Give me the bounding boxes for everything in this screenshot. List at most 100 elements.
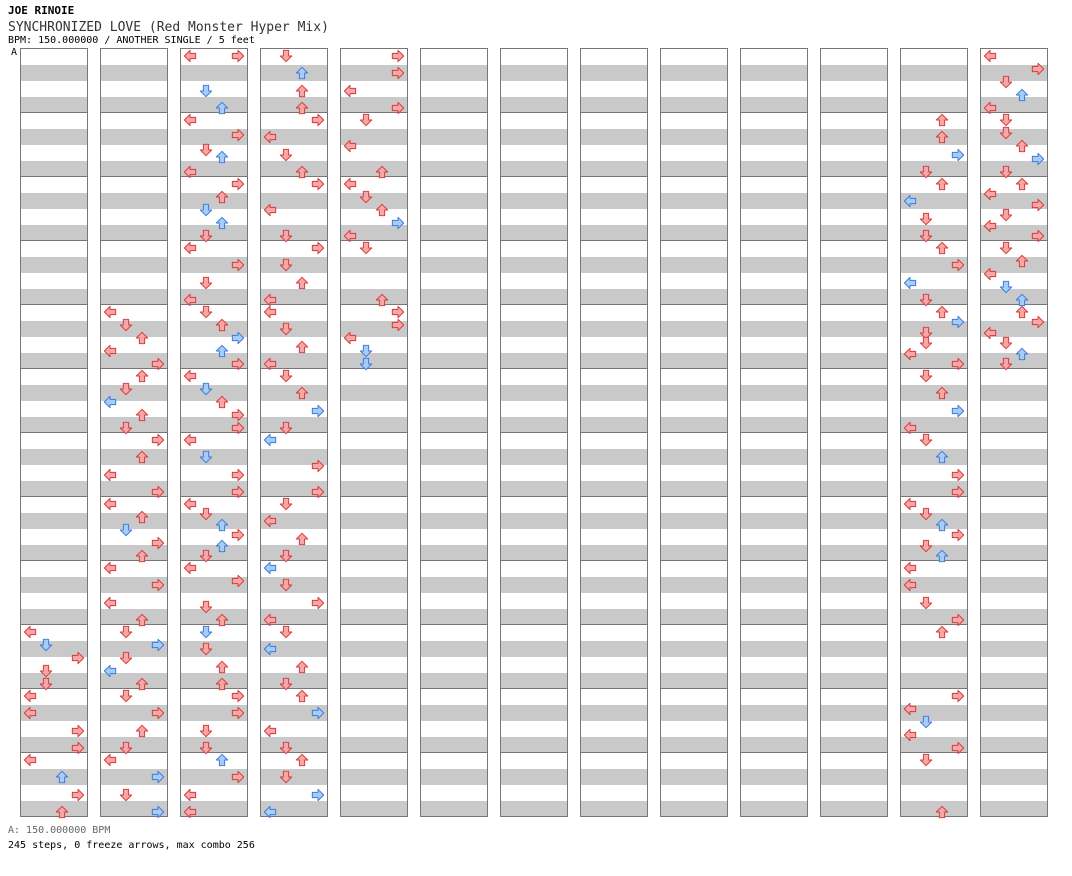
measure-box (900, 112, 968, 177)
arrow-right-icon (311, 596, 325, 610)
arrow-left-icon (23, 625, 37, 639)
measure-box (340, 432, 408, 497)
arrow-up-icon (215, 344, 229, 358)
arrow-left-icon (103, 497, 117, 511)
measure-box (500, 432, 568, 497)
measure-box (100, 752, 168, 817)
arrow-up-icon (935, 113, 949, 127)
arrow-down-icon (199, 84, 213, 98)
arrow-left-icon (23, 753, 37, 767)
arrow-down-icon (39, 677, 53, 691)
arrow-down-icon (199, 276, 213, 290)
measure-box (740, 48, 808, 113)
measure-box (180, 752, 248, 817)
measure-box (420, 112, 488, 177)
arrow-down-icon (199, 642, 213, 656)
chart-column (260, 48, 328, 819)
arrow-down-icon (919, 293, 933, 307)
arrow-up-icon (375, 203, 389, 217)
arrow-left-icon (903, 194, 917, 208)
arrow-left-icon (103, 561, 117, 575)
arrow-down-icon (199, 741, 213, 755)
arrow-left-icon (183, 433, 197, 447)
arrow-left-icon (263, 561, 277, 575)
chart-column (20, 48, 88, 819)
measure-box (180, 624, 248, 689)
arrow-left-icon (263, 130, 277, 144)
measure-box (980, 560, 1048, 625)
arrow-right-icon (951, 485, 965, 499)
measure-box (900, 304, 968, 369)
arrow-up-icon (935, 518, 949, 532)
arrow-down-icon (999, 357, 1013, 371)
measure-box (420, 48, 488, 113)
arrow-left-icon (183, 561, 197, 575)
chart-column (420, 48, 488, 817)
arrow-up-icon (295, 340, 309, 354)
measure-box (260, 48, 328, 113)
measure-box (20, 432, 88, 497)
arrow-up-icon (295, 66, 309, 80)
chart-column (660, 48, 728, 817)
arrow-down-icon (199, 600, 213, 614)
arrow-up-icon (295, 165, 309, 179)
arrow-right-icon (951, 315, 965, 329)
arrow-up-icon (215, 613, 229, 627)
measure-box (260, 624, 328, 689)
arrow-up-icon (1015, 177, 1029, 191)
arrow-up-icon (215, 150, 229, 164)
arrow-right-icon (231, 689, 245, 703)
chart-column (500, 48, 568, 817)
measure-box (420, 624, 488, 689)
measure-box (820, 496, 888, 561)
measure-box (580, 432, 648, 497)
measure-box (20, 240, 88, 305)
arrow-left-icon (903, 561, 917, 575)
arrow-left-icon (983, 326, 997, 340)
arrow-down-icon (199, 305, 213, 319)
measure-box (100, 688, 168, 753)
arrow-up-icon (935, 386, 949, 400)
arrow-up-icon (215, 677, 229, 691)
measure-box (420, 368, 488, 433)
arrow-down-icon (919, 433, 933, 447)
measure-box (900, 48, 968, 113)
measure-box (580, 112, 648, 177)
measure-box (740, 496, 808, 561)
arrow-right-icon (151, 578, 165, 592)
arrow-up-icon (135, 724, 149, 738)
measure-box (820, 240, 888, 305)
arrow-left-icon (103, 344, 117, 358)
measure-box (740, 240, 808, 305)
arrow-down-icon (919, 229, 933, 243)
arrow-down-icon (999, 280, 1013, 294)
measure-box (820, 432, 888, 497)
arrow-up-icon (295, 84, 309, 98)
measure-box (20, 368, 88, 433)
arrow-down-icon (999, 126, 1013, 140)
arrow-down-icon (119, 382, 133, 396)
measure-box (740, 624, 808, 689)
song-title: SYNCHRONIZED LOVE (Red Monster Hyper Mix… (8, 20, 329, 35)
arrow-down-icon (919, 507, 933, 521)
arrow-left-icon (903, 276, 917, 290)
arrow-down-icon (999, 241, 1013, 255)
arrow-up-icon (935, 130, 949, 144)
arrow-right-icon (311, 177, 325, 191)
measure-box (660, 752, 728, 817)
arrow-down-icon (119, 421, 133, 435)
arrow-right-icon (951, 468, 965, 482)
arrow-right-icon (391, 101, 405, 115)
measure-box (660, 432, 728, 497)
measure-box (420, 496, 488, 561)
arrow-up-icon (55, 770, 69, 784)
arrow-right-icon (231, 331, 245, 345)
measure-box (900, 624, 968, 689)
arrow-down-icon (999, 165, 1013, 179)
measure-box (580, 688, 648, 753)
measure-box (740, 432, 808, 497)
measure-box (340, 496, 408, 561)
arrow-right-icon (151, 357, 165, 371)
arrow-left-icon (343, 331, 357, 345)
measure-box (900, 240, 968, 305)
